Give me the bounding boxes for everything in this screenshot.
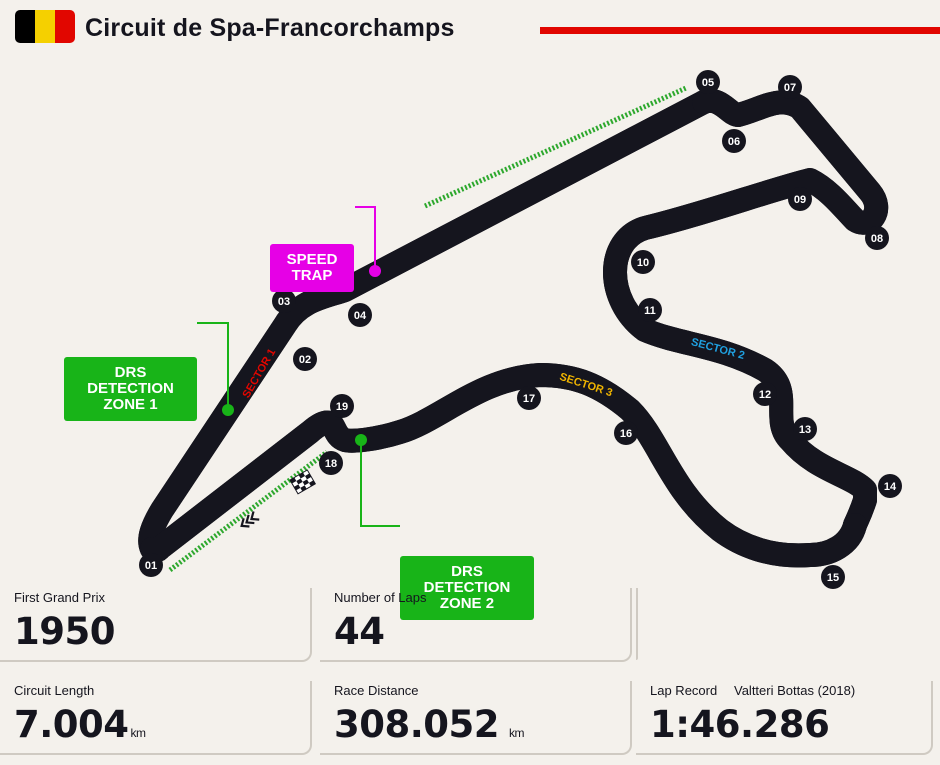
corner-label: 07 — [784, 82, 796, 94]
sector-3-line — [152, 375, 855, 555]
track-svg: SECTOR 1 SECTOR 2 SECTOR 3 0102030405060… — [0, 70, 902, 589]
corner-label: 11 — [644, 305, 656, 317]
stat-label: First Grand Prix — [14, 590, 106, 605]
page-title: Circuit de Spa-Francorchamps — [85, 14, 455, 42]
corner-19: 19 — [330, 394, 354, 418]
stat-unit: km — [130, 726, 147, 740]
stat-number: 7.004 — [14, 703, 129, 746]
corner-label: 09 — [794, 194, 806, 206]
corner-04: 04 — [348, 303, 372, 327]
corner-05: 05 — [696, 70, 720, 94]
stat-number: 308.052 — [334, 703, 500, 746]
corner-08: 08 — [865, 226, 889, 250]
corner-label: 18 — [325, 458, 337, 470]
header: Circuit de Spa-Francorchamps — [0, 0, 940, 62]
corner-label: 14 — [884, 481, 897, 493]
stat-value: 1950 — [14, 610, 115, 653]
drs2-leader — [360, 440, 400, 527]
drs1-marker — [222, 404, 234, 416]
stat-value: 1:46.286 — [650, 703, 830, 746]
corner-09: 09 — [788, 187, 812, 211]
stat-card-laps: Number of Laps 44 — [320, 588, 632, 662]
start-finish-flag-icon — [289, 469, 317, 495]
belgium-flag-icon — [15, 10, 75, 43]
direction-chevrons-icon — [240, 511, 260, 528]
card-divider — [636, 588, 638, 660]
stat-value: 7.004 km — [14, 703, 146, 746]
corner-label: 13 — [799, 424, 811, 436]
corner-15: 15 — [821, 565, 845, 589]
corner-12: 12 — [753, 382, 777, 406]
corner-13: 13 — [793, 417, 817, 441]
stat-card-length: Circuit Length 7.004 km — [0, 681, 312, 755]
corner-18: 18 — [319, 451, 343, 475]
drs-zone-line — [168, 450, 329, 572]
drs-zone-2-callout: DRS DETECTION ZONE 2 — [400, 556, 534, 620]
speed-trap-label: SPEED TRAP — [286, 251, 338, 284]
corner-label: 19 — [336, 401, 348, 413]
corner-11: 11 — [638, 298, 662, 322]
speed-trap-leader — [355, 206, 376, 270]
drs-zone-1-label: DRS DETECTION ZONE 1 — [87, 364, 174, 413]
corner-06: 06 — [722, 129, 746, 153]
corner-label: 03 — [278, 296, 290, 308]
corner-10: 10 — [631, 250, 655, 274]
drs-zone-2-label: DRS DETECTION ZONE 2 — [423, 563, 511, 612]
stat-card-distance: Race Distance 308.052 km — [320, 681, 632, 755]
corner-16: 16 — [614, 421, 638, 445]
title-rule — [540, 27, 940, 34]
lap-record-holder: Valtteri Bottas (2018) — [734, 683, 856, 698]
stat-value: 308.052 km — [334, 703, 525, 746]
drs-zone-1-callout: DRS DETECTION ZONE 1 — [64, 357, 197, 421]
stat-label: Number of Laps — [334, 590, 427, 605]
corner-label: 10 — [637, 257, 649, 269]
corner-02: 02 — [293, 347, 317, 371]
corner-03: 03 — [272, 289, 296, 313]
corner-markers: 01 02 03 04 05 06 07 08 09 10 11 12 13 14 15 16 17 18 19 — [139, 70, 902, 589]
corner-label: 08 — [871, 233, 883, 245]
drs2-marker — [355, 434, 367, 446]
stat-unit: km — [509, 726, 525, 740]
drs1-leader — [197, 322, 229, 410]
corner-label: 01 — [145, 560, 157, 572]
stat-label: Lap Record — [650, 683, 718, 698]
corner-label: 17 — [523, 393, 535, 405]
stat-card-first-gp: First Grand Prix 1950 — [0, 588, 312, 662]
corner-label: 12 — [759, 389, 771, 401]
stat-value: 44 — [334, 610, 385, 653]
corner-17: 17 — [517, 386, 541, 410]
circuit-map: SECTOR 1 SECTOR 2 SECTOR 3 01 02 03 04 05 06 0… — [0, 62, 940, 620]
corner-14: 14 — [878, 474, 902, 498]
corner-01: 01 — [139, 553, 163, 577]
corner-label: 02 — [299, 354, 311, 366]
speed-trap-marker — [369, 265, 381, 277]
corner-label: 04 — [354, 310, 367, 322]
corner-label: 05 — [702, 77, 714, 89]
stat-card-lap-record: Lap Record Valtteri Bottas (2018) 1:46.2… — [636, 681, 933, 755]
stat-label: Race Distance — [334, 683, 419, 698]
speed-trap-callout: SPEED TRAP — [270, 244, 354, 292]
corner-07: 07 — [778, 75, 802, 99]
corner-label: 16 — [620, 428, 632, 440]
corner-label: 06 — [728, 136, 740, 148]
stat-label: Circuit Length — [14, 683, 95, 698]
corner-label: 15 — [827, 572, 839, 584]
